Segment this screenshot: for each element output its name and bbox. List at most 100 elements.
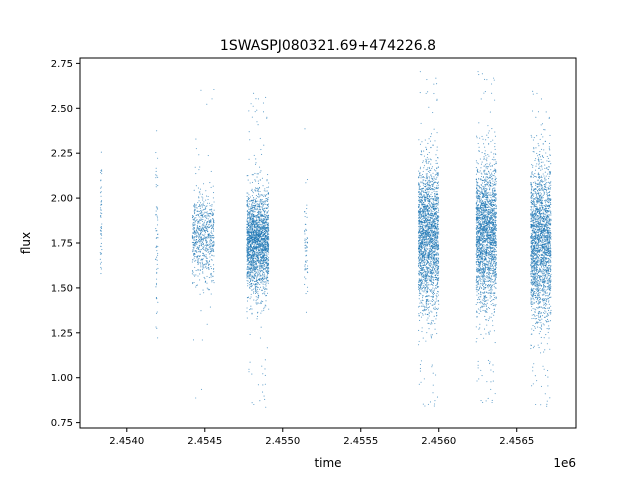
data-point — [419, 143, 422, 145]
data-point — [258, 206, 260, 208]
data-point — [253, 239, 255, 241]
data-point — [250, 238, 252, 240]
data-point — [196, 247, 198, 249]
data-point — [428, 225, 430, 227]
data-point — [249, 309, 251, 311]
data-point — [418, 265, 420, 268]
data-point — [99, 258, 101, 260]
data-point — [304, 230, 306, 232]
data-point — [211, 245, 213, 247]
data-point — [256, 219, 258, 221]
data-point — [432, 290, 434, 292]
data-point — [155, 227, 157, 230]
data-point — [256, 224, 258, 226]
data-point — [200, 244, 202, 246]
data-point — [422, 216, 424, 218]
data-point — [419, 273, 421, 275]
data-point — [249, 247, 251, 249]
data-point — [427, 191, 429, 193]
data-point — [257, 274, 259, 276]
data-point — [211, 226, 213, 228]
data-point — [212, 244, 214, 246]
data-point — [198, 169, 200, 171]
data-point — [267, 267, 269, 269]
data-point — [437, 225, 439, 227]
data-point — [201, 339, 203, 341]
data-point — [434, 181, 436, 183]
data-point — [422, 243, 424, 245]
data-point — [265, 305, 267, 307]
data-point — [266, 255, 268, 257]
data-point — [434, 237, 436, 239]
data-point — [429, 181, 431, 183]
data-point — [305, 255, 307, 257]
data-point — [202, 224, 204, 227]
data-point — [266, 200, 268, 202]
data-point — [257, 224, 259, 226]
data-point — [428, 166, 430, 168]
data-point — [431, 185, 434, 187]
data-point — [261, 310, 263, 312]
data-point — [253, 231, 255, 233]
data-point — [202, 213, 204, 216]
data-point — [432, 253, 434, 255]
data-point — [193, 218, 195, 220]
data-point — [264, 291, 266, 293]
data-point — [262, 185, 264, 187]
data-point — [265, 236, 267, 238]
data-point — [253, 250, 255, 252]
data-point — [206, 249, 208, 251]
data-point — [261, 277, 263, 279]
data-point — [256, 213, 259, 215]
data-point — [424, 237, 426, 239]
data-point — [304, 264, 306, 266]
data-point — [261, 289, 263, 291]
data-point — [250, 230, 253, 232]
data-point — [425, 298, 427, 301]
data-point — [255, 218, 258, 220]
data-point — [431, 266, 433, 269]
data-point — [246, 195, 248, 197]
data-point — [249, 229, 251, 231]
data-point — [419, 243, 421, 245]
data-point — [420, 207, 422, 209]
data-point — [210, 268, 213, 270]
data-point — [426, 223, 428, 225]
data-point — [264, 238, 266, 241]
data-point — [198, 228, 200, 230]
data-point — [436, 132, 438, 134]
data-point — [254, 187, 257, 189]
data-point — [206, 213, 208, 215]
data-point — [252, 206, 254, 208]
data-point — [437, 202, 440, 204]
data-point — [428, 278, 430, 280]
data-point — [99, 171, 102, 173]
data-point — [205, 262, 207, 264]
data-point — [267, 216, 269, 218]
data-point — [260, 214, 262, 217]
data-point — [203, 208, 205, 210]
data-point — [435, 160, 437, 162]
data-point — [304, 250, 306, 252]
data-point — [246, 206, 249, 208]
data-point — [426, 162, 428, 164]
data-point — [205, 230, 207, 232]
data-point — [264, 210, 267, 212]
data-point — [205, 248, 207, 250]
data-point — [436, 270, 438, 272]
data-point — [197, 232, 199, 234]
data-point — [262, 286, 264, 288]
data-point — [199, 233, 202, 235]
data-point — [262, 210, 264, 212]
data-point — [254, 163, 257, 165]
data-point — [433, 176, 435, 178]
data-point — [199, 166, 201, 168]
data-point — [203, 245, 205, 247]
data-point — [421, 297, 424, 299]
data-point — [246, 297, 248, 299]
data-point — [255, 291, 258, 293]
data-point — [421, 223, 423, 225]
data-point — [424, 280, 426, 282]
data-point — [249, 196, 251, 198]
data-point — [156, 245, 158, 247]
